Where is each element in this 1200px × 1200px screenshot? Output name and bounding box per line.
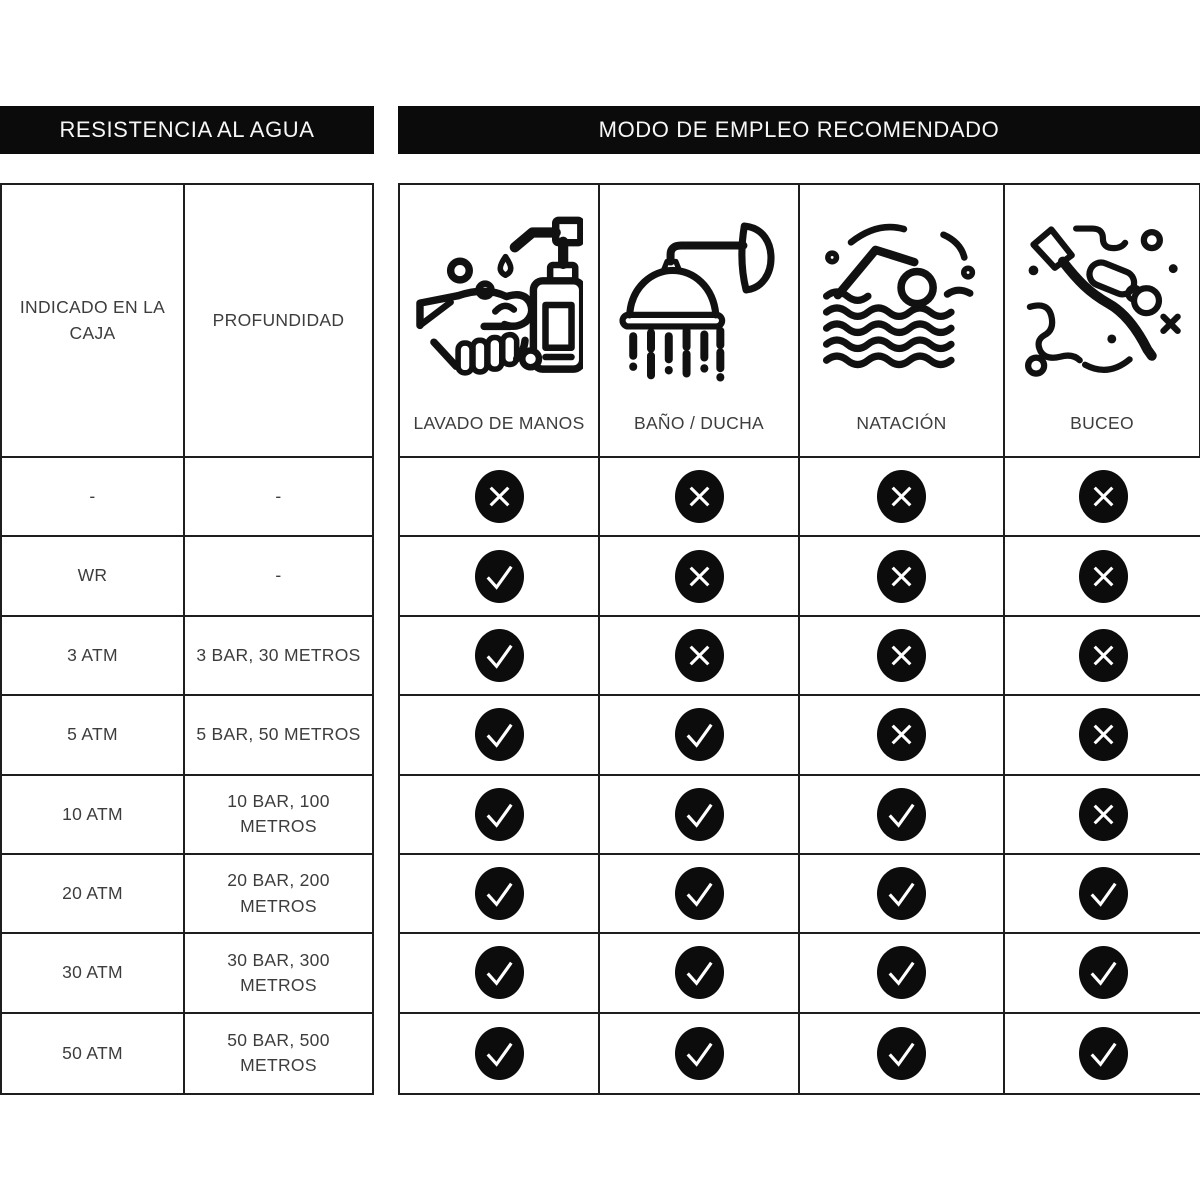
check-mark [600,775,800,855]
rating-cell-depth: - [185,458,372,538]
check-mark [800,775,1005,855]
cross-mark [600,537,800,617]
check-mark [800,854,1005,935]
shower-icon [604,185,794,411]
rating-cell-label: - [2,458,185,538]
check-mark [400,696,600,776]
rating-cell-label: 3 ATM [2,616,185,697]
rating-cell-depth: 10 BAR, 100 METROS [185,776,372,855]
rating-cell-depth: 3 BAR, 30 METROS [185,617,372,697]
check-mark [400,616,600,697]
cross-mark [1005,617,1200,697]
cross-mark [800,616,1005,697]
activity-header-shower: BAÑO / DUCHA [600,185,800,458]
activity-label-shower: BAÑO / DUCHA [633,412,764,433]
check-mark [400,775,600,855]
check-mark [400,1013,600,1093]
rating-cell-depth: 5 BAR, 50 METROS [185,696,372,776]
rating-cell-depth: 20 BAR, 200 METROS [185,855,372,935]
cross-mark [1005,458,1200,538]
activity-label-diving: BUCEO [1070,412,1134,433]
water-resistance-table: INDICADO EN LA CAJA PROFUNDIDAD - - WR -3 A… [0,183,374,1095]
activity-label-swimming: NATACIÓN [856,412,947,433]
cross-mark [1005,696,1200,776]
left-panel-title: RESISTENCIA AL AGUA [59,117,315,142]
check-mark [1005,855,1200,935]
rating-cell-depth: 50 BAR, 500 METROS [227,1029,330,1076]
right-panel-title: MODO DE EMPLEO RECOMENDADO [598,117,1000,142]
right-header-bar: MODO DE EMPLEO RECOMENDADO [398,106,1200,154]
check-mark [600,854,800,935]
check-mark [400,537,600,617]
cross-mark [800,537,1005,617]
check-mark [600,934,800,1014]
rating-cell-label: WR [2,537,185,617]
check-mark [400,854,600,935]
rating-cell-label: 5 ATM [2,696,185,776]
swimming-icon [804,185,999,411]
activity-header-diving: BUCEO [1005,185,1200,458]
activity-header-handwash: LAVADO DE MANOS [400,185,600,458]
cross-mark [1005,537,1200,617]
rating-cell-label: 50 ATM [2,1013,185,1093]
check-mark [600,696,800,776]
check-mark [1005,1014,1200,1093]
cross-mark [400,458,600,538]
rating-cell-label: 30 ATM [2,934,185,1014]
check-mark [800,934,1005,1014]
left-header-bar: RESISTENCIA AL AGUA [0,106,374,154]
cross-mark [1005,776,1200,855]
check-mark [600,1013,800,1093]
handwash-icon [404,185,594,411]
activity-label-handwash: LAVADO DE MANOS [413,412,585,433]
rating-cell-depth: 30 BAR, 300 METROS [185,934,372,1014]
rating-cell-label: 20 ATM [2,854,185,935]
check-mark [400,934,600,1014]
cross-mark [600,616,800,697]
cross-mark [800,458,1005,538]
diving-icon [1009,185,1195,411]
usage-table: LAVADO DE MANOS [398,183,1200,1095]
check-mark [1005,934,1200,1014]
check-mark [800,1013,1005,1093]
column-header-indicado: INDICADO EN LA CAJA [2,185,185,458]
activity-header-swimming: NATACIÓN [800,185,1005,458]
column-header-profundidad: PROFUNDIDAD [185,185,372,458]
rating-cell-depth: - [185,537,372,617]
cross-mark [800,696,1005,776]
rating-cell-label: 10 ATM [2,775,185,855]
cross-mark [600,458,800,538]
